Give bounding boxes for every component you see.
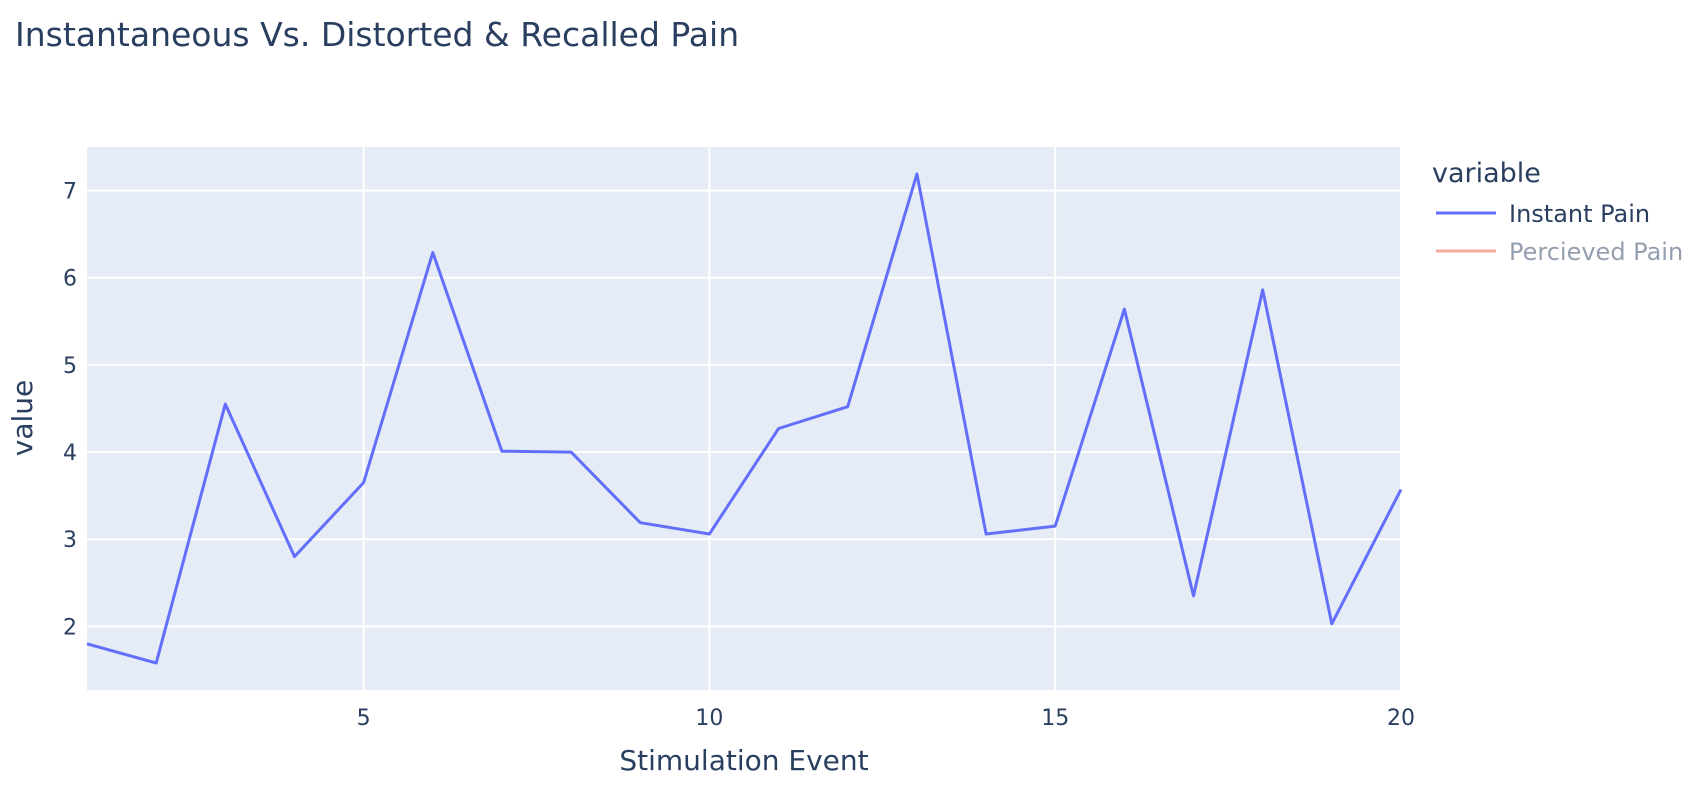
y-tick-label: 2 bbox=[63, 615, 77, 640]
series-layer bbox=[86, 172, 1403, 665]
x-tick-label: 20 bbox=[1387, 706, 1415, 731]
y-axis-title: value bbox=[6, 380, 39, 456]
x-tick-label: 15 bbox=[1041, 706, 1069, 731]
y-tick-label: 6 bbox=[63, 267, 77, 292]
series-line-instant-pain bbox=[86, 172, 1403, 665]
legend-title: variable bbox=[1432, 158, 1541, 189]
legend-label-instant-pain: Instant Pain bbox=[1509, 200, 1650, 228]
tick-labels: 2 3 4 5 6 7 5 10 15 20 bbox=[63, 180, 1415, 731]
y-tick-label: 3 bbox=[63, 528, 77, 553]
y-tick-label: 5 bbox=[63, 354, 77, 379]
x-tick-label: 5 bbox=[357, 706, 371, 731]
grid-lines bbox=[87, 147, 1402, 690]
chart-title: Instantaneous Vs. Distorted & Recalled P… bbox=[15, 15, 739, 54]
y-tick-label: 7 bbox=[63, 180, 77, 205]
legend-label-percieved-pain: Percieved Pain bbox=[1509, 238, 1683, 266]
x-tick-label: 10 bbox=[695, 706, 723, 731]
y-tick-label: 4 bbox=[63, 441, 77, 466]
plot-background bbox=[87, 147, 1401, 690]
legend: variable Instant Pain Percieved Pain bbox=[1432, 158, 1683, 266]
legend-items: Instant Pain Percieved Pain bbox=[1436, 200, 1683, 266]
x-axis-title: Stimulation Event bbox=[619, 744, 868, 777]
